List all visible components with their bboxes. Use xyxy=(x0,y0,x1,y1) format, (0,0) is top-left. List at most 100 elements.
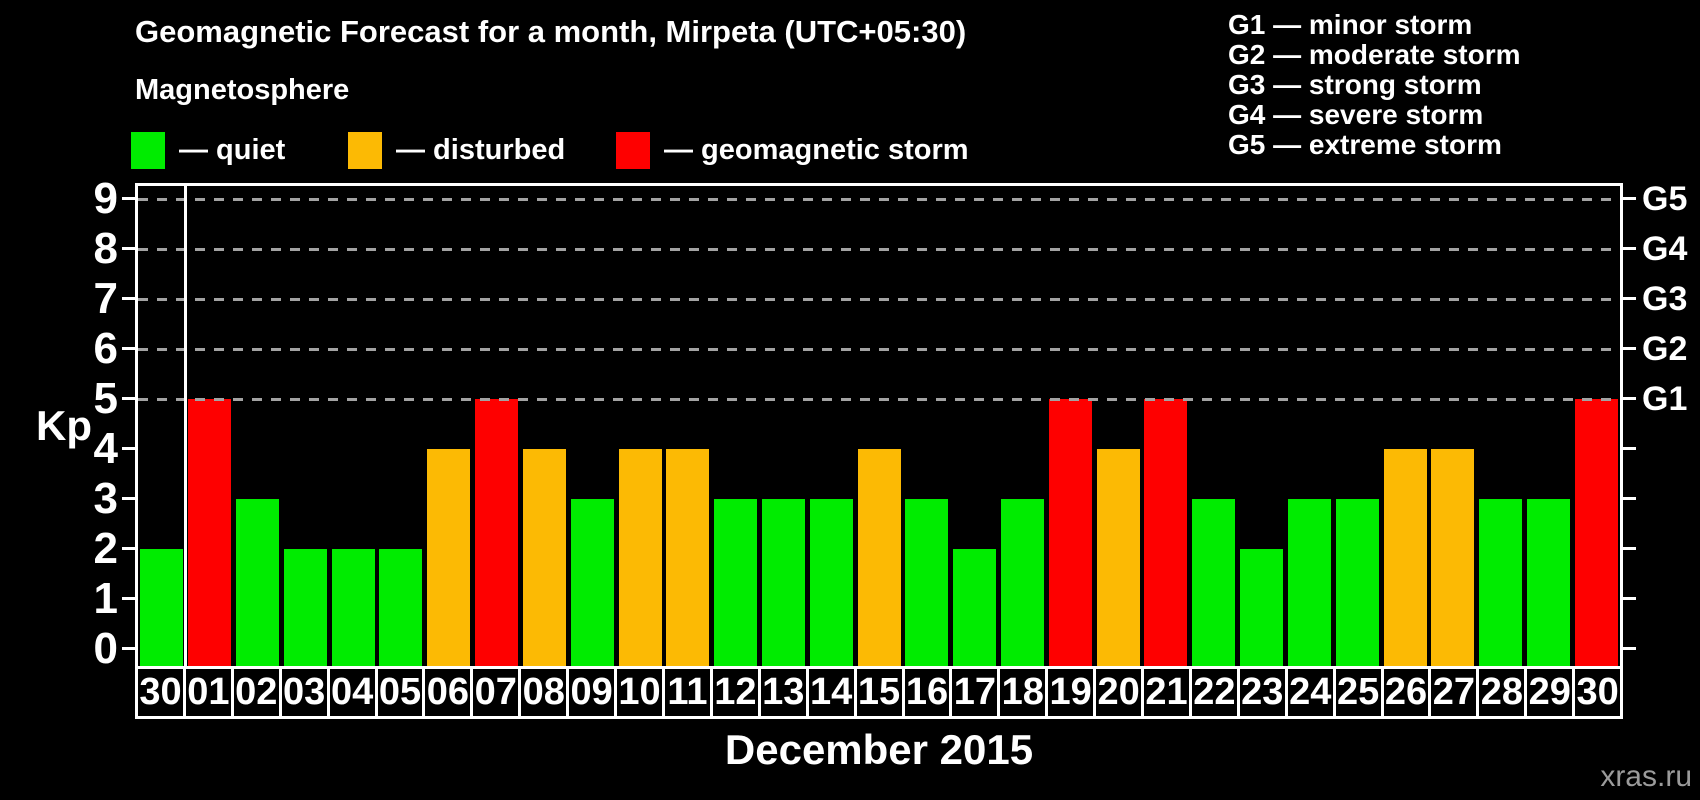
storm-swatch-icon xyxy=(616,131,650,169)
kp-bar xyxy=(1574,399,1618,666)
y-axis-tick xyxy=(122,397,135,400)
date-cell: 21 xyxy=(1141,669,1189,716)
right-axis-tick xyxy=(1623,247,1636,250)
bar-slot xyxy=(568,186,616,666)
right-axis-tick xyxy=(1623,197,1636,200)
kp-bar xyxy=(1526,499,1570,666)
g-level-label: G1 xyxy=(1642,380,1688,418)
g-level-label: G3 xyxy=(1642,280,1688,318)
kp-bar xyxy=(427,449,471,666)
legend-item-label: — disturbed xyxy=(396,133,566,166)
kp-bar xyxy=(761,499,805,666)
kp-bar xyxy=(475,399,519,666)
date-cell: 08 xyxy=(518,669,566,716)
date-cell: 25 xyxy=(1332,669,1381,716)
y-tick-label: 3 xyxy=(93,474,118,523)
kp-bar xyxy=(905,499,949,666)
y-tick-label: 5 xyxy=(93,374,118,423)
kp-bar xyxy=(379,549,423,666)
y-tick-label: 9 xyxy=(93,174,118,223)
y-axis-tick xyxy=(122,547,135,550)
y-tick-label: 4 xyxy=(93,424,118,473)
bar-slot xyxy=(1046,186,1094,666)
date-cell: 13 xyxy=(757,669,806,716)
bar-slot xyxy=(377,186,425,666)
date-cell: 22 xyxy=(1188,669,1237,716)
gridline-kp9 xyxy=(138,198,1620,201)
chart-title: Geomagnetic Forecast for a month, Mirpet… xyxy=(135,14,967,49)
kp-bar xyxy=(331,549,375,666)
bar-slot xyxy=(760,186,808,666)
kp-bar xyxy=(1096,449,1140,666)
bar-slot xyxy=(1333,186,1381,666)
right-axis-tick xyxy=(1623,297,1636,300)
watermark: xras.ru xyxy=(1600,760,1692,793)
kp-bar xyxy=(1001,499,1045,666)
bar-slot xyxy=(138,186,186,666)
kp-bar xyxy=(1240,549,1284,666)
bar-slot xyxy=(712,186,760,666)
right-axis-tick xyxy=(1623,647,1636,650)
kp-bar xyxy=(1383,449,1427,666)
date-cell: 09 xyxy=(566,669,614,716)
date-cell: 15 xyxy=(853,669,902,716)
gridline-kp8 xyxy=(138,248,1620,251)
y-tick-label: 7 xyxy=(93,274,118,323)
kp-bar xyxy=(1431,449,1475,666)
date-cell: 06 xyxy=(422,669,470,716)
kp-bar xyxy=(1192,499,1236,666)
plot-area: Kp 0 1 2 3 4 5 6 7 8 9 G1 G2 G3 G4 G5 xyxy=(36,177,1687,671)
kp-bar xyxy=(809,499,853,666)
bar-slot xyxy=(807,186,855,666)
date-cell: 24 xyxy=(1284,669,1333,716)
legend-item-quiet: — quiet xyxy=(131,131,285,169)
y-axis-tick xyxy=(122,497,135,500)
bar-slot xyxy=(1572,186,1620,666)
g-level-label: G2 xyxy=(1642,330,1688,368)
bar-slot xyxy=(616,186,664,666)
kp-bar xyxy=(714,499,758,666)
kp-bar xyxy=(1048,399,1092,666)
legend-item-disturbed: — disturbed xyxy=(348,131,565,169)
bar-slot xyxy=(425,186,473,666)
date-cell: 11 xyxy=(661,669,710,716)
kp-bar xyxy=(1335,499,1379,666)
kp-bar xyxy=(570,499,614,666)
date-cell: 30 xyxy=(139,671,182,713)
legend-item-label: — geomagnetic storm xyxy=(664,133,969,166)
y-tick-label: 6 xyxy=(93,324,118,373)
date-cell: 17 xyxy=(949,669,997,716)
date-cell: 18 xyxy=(997,669,1045,716)
date-cell: 04 xyxy=(326,669,375,716)
date-cell: 26 xyxy=(1380,669,1429,716)
date-cell: 12 xyxy=(709,669,758,716)
legend-item-storm: — geomagnetic storm xyxy=(616,131,969,169)
storm-scale-line: G1 — minor storm xyxy=(1228,9,1473,40)
date-cell: 16 xyxy=(901,669,950,716)
bar-slot xyxy=(1525,186,1573,666)
y-axis-tick xyxy=(122,347,135,350)
bars-row xyxy=(138,186,1620,666)
kp-axis-label: Kp xyxy=(36,402,92,449)
kp-bar xyxy=(140,549,184,666)
y-tick-label: 8 xyxy=(93,224,118,273)
legend-item-label: — quiet xyxy=(179,133,286,166)
bar-slot xyxy=(1477,186,1525,666)
date-cell: 01 xyxy=(182,669,231,716)
bar-slot xyxy=(664,186,712,666)
g-level-label: G5 xyxy=(1642,180,1688,218)
date-cell: 30 xyxy=(1572,669,1620,716)
kp-bar xyxy=(1144,399,1188,666)
bar-slot xyxy=(999,186,1047,666)
y-axis-tick xyxy=(122,297,135,300)
gridline-kp6 xyxy=(138,348,1620,351)
bar-slot xyxy=(521,186,569,666)
bar-slot xyxy=(903,186,951,666)
month-label: December 2015 xyxy=(724,726,1034,773)
kp-bar xyxy=(1479,499,1523,666)
bar-slot xyxy=(473,186,521,666)
date-cell: 05 xyxy=(374,669,423,716)
y-axis-tick xyxy=(122,447,135,450)
y-axis-tick xyxy=(122,597,135,600)
y-tick-label: 0 xyxy=(93,624,118,673)
